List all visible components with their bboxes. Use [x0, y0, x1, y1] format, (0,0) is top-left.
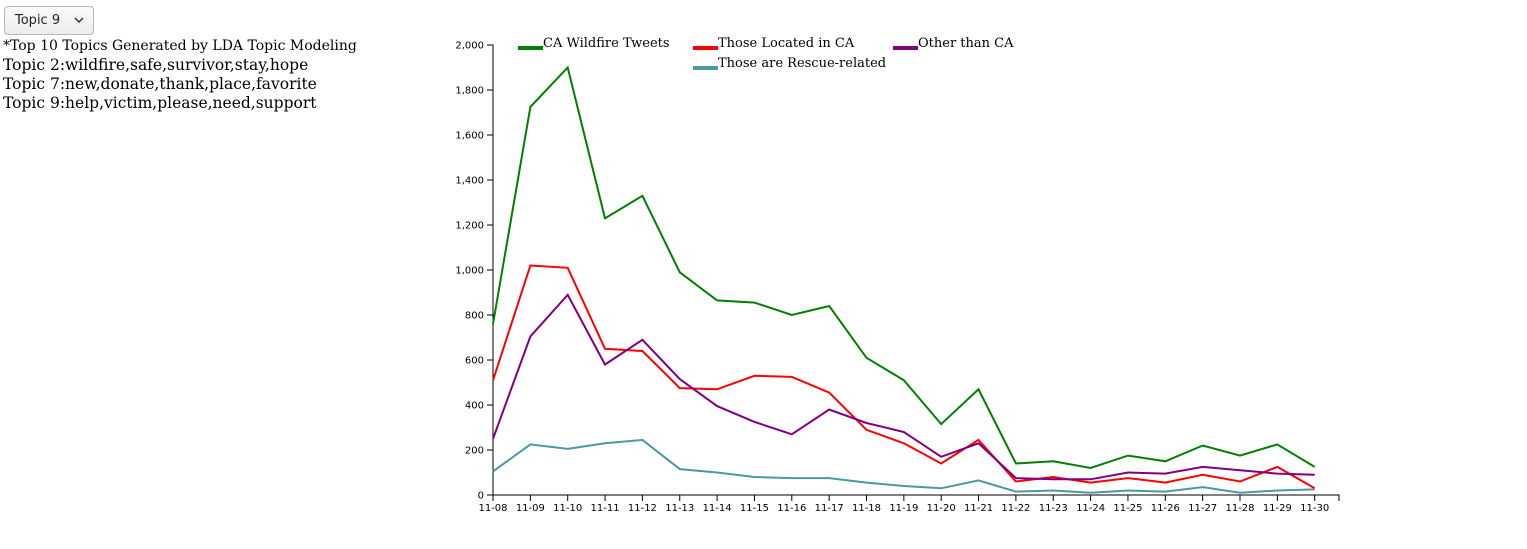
y-tick-label: 1,800 — [455, 86, 484, 97]
x-tick-label: 11-25 — [1113, 503, 1142, 514]
x-tick-label: 11-26 — [1151, 503, 1180, 514]
x-tick-label: 11-19 — [889, 503, 918, 514]
topic-select-value: Topic 9 — [15, 13, 61, 28]
x-tick-label: 11-30 — [1300, 503, 1329, 514]
x-tick-label: 11-12 — [628, 503, 657, 514]
y-tick-label: 2,000 — [455, 41, 484, 52]
topics-panel: *Top 10 Topics Generated by LDA Topic Mo… — [3, 37, 357, 113]
x-tick-label: 11-21 — [964, 503, 993, 514]
x-tick-label: 11-15 — [740, 503, 769, 514]
legend-swatch — [893, 46, 918, 50]
y-tick-label: 600 — [465, 356, 484, 367]
x-tick-label: 11-20 — [927, 503, 956, 514]
legend-label: CA Wildfire Tweets — [543, 36, 670, 51]
y-tick-label: 1,000 — [455, 266, 484, 277]
x-tick-label: 11-13 — [665, 503, 694, 514]
x-tick-label: 11-23 — [1039, 503, 1068, 514]
topic-line: Topic 7:new,donate,thank,place,favorite — [3, 75, 317, 93]
x-tick-label: 11-18 — [852, 503, 881, 514]
series-line-ca-wildfire-tweets — [492, 65, 1316, 470]
y-tick-label: 200 — [465, 446, 484, 457]
y-axis: 0 200 400 600 800 1,000 1,200 1,400 1,600 1,800 2,… — [455, 41, 494, 502]
topic-select[interactable]: Topic 9 — [4, 6, 94, 35]
y-tick-label: 400 — [465, 401, 484, 412]
y-tick-label: 1,200 — [455, 221, 484, 232]
x-tick-label: 11-14 — [703, 503, 732, 514]
x-tick-label: 11-16 — [777, 503, 806, 514]
legend: CA Wildfire Tweets Those Located in CA Oth… — [518, 36, 1014, 71]
x-axis: 11-08 11-09 11-10 11-11 11-12 11-13 11-14 11-15… — [478, 494, 1340, 514]
x-tick-label: 11-10 — [553, 503, 582, 514]
legend-swatch — [518, 46, 543, 50]
x-tick-label: 11-09 — [516, 503, 545, 514]
series-line-those-located-in-ca — [492, 264, 1316, 490]
y-tick-label: 1,600 — [455, 131, 484, 142]
legend-swatch — [693, 46, 718, 50]
topic-line: Topic 9:help,victim,please,need,support — [3, 94, 317, 112]
x-tick-label: 11-27 — [1188, 503, 1217, 514]
topic-line: Topic 2:wildfire,safe,survivor,stay,hope — [3, 56, 309, 74]
x-tick-label: 11-11 — [591, 503, 620, 514]
series-line-other-than-ca — [492, 293, 1315, 481]
legend-swatch — [693, 66, 718, 70]
y-tick-label: 1,400 — [455, 176, 484, 187]
series-lines — [492, 65, 1316, 494]
x-tick-label: 11-24 — [1076, 503, 1105, 514]
x-tick-label: 11-29 — [1263, 503, 1292, 514]
x-tick-label: 11-08 — [478, 503, 507, 514]
y-tick-label: 0 — [478, 491, 484, 502]
chevron-down-icon — [74, 17, 84, 24]
x-axis-line — [492, 494, 1340, 501]
series-line-those-are-rescue-related — [492, 438, 1315, 494]
x-tick-label: 11-28 — [1225, 503, 1254, 514]
legend-label: Other than CA — [918, 36, 1014, 51]
x-tick-label: 11-17 — [815, 503, 844, 514]
x-tick-label: 11-22 — [1001, 503, 1030, 514]
legend-label: Those are Rescue-related — [718, 56, 886, 71]
y-tick-label: 800 — [465, 311, 484, 322]
topics-heading: *Top 10 Topics Generated by LDA Topic Mo… — [3, 38, 357, 54]
legend-label: Those Located in CA — [718, 36, 855, 51]
